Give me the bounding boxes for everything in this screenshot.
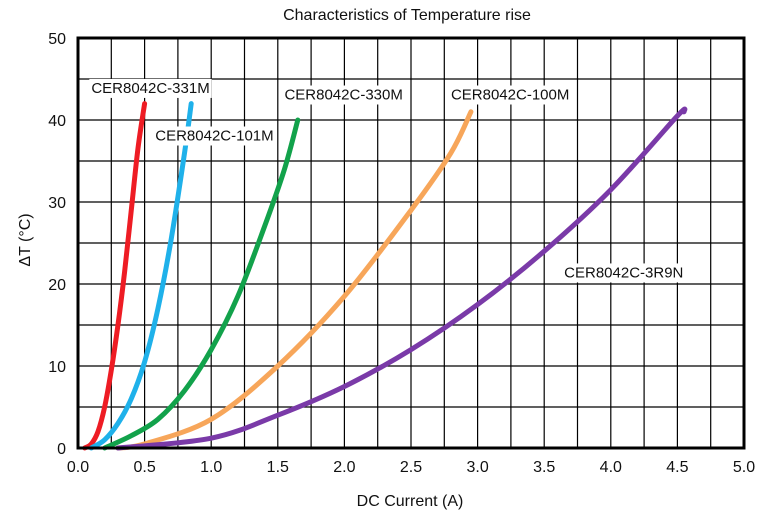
series-label-cer8042c-330m: CER8042C-330M [282, 85, 405, 105]
y-tick-label: 30 [48, 195, 66, 212]
series-line-cer8042c-100m [115, 109, 474, 451]
grid-lines [77, 37, 745, 449]
x-tick-label: 0.5 [133, 459, 155, 476]
x-tick-label: 2.5 [400, 459, 422, 476]
x-tick-label: 2.0 [333, 459, 355, 476]
series-line-cer8042c-101m [88, 101, 194, 451]
y-tick-labels: 0 10 20 30 40 50 [48, 31, 66, 458]
y-axis-label: ΔT (°C) [17, 213, 34, 266]
x-axis-label: DC Current (A) [357, 493, 464, 510]
series-label-background [562, 263, 686, 283]
chart-title: Characteristics of Temperature rise [283, 7, 531, 24]
series-line-cer8042c-331m [82, 101, 148, 451]
x-tick-labels: 0.0 0.5 1.0 1.5 2.0 2.5 3.0 3.5 4.0 4.5 5.0 [67, 459, 755, 476]
x-tick-label: 4.5 [666, 459, 688, 476]
series-curves [82, 101, 688, 451]
y-tick-label: 0 [57, 441, 66, 458]
y-tick-label: 40 [48, 113, 66, 130]
series-line-cer8042c-330m [102, 117, 301, 451]
x-tick-label: 5.0 [733, 459, 755, 476]
series-label-background [448, 85, 572, 105]
y-tick-label: 20 [48, 277, 66, 294]
x-tick-label: 4.0 [600, 459, 622, 476]
series-label-cer8042c-3r9n: CER8042C-3R9N [562, 263, 686, 283]
y-tick-label: 50 [48, 31, 66, 48]
x-tick-label: 1.5 [267, 459, 289, 476]
series-label-background [89, 78, 212, 98]
x-tick-label: 0.0 [67, 459, 89, 476]
series-label-background [282, 85, 405, 105]
y-tick-label: 10 [48, 359, 66, 376]
series-label-text: CER8042C-101M [155, 128, 273, 145]
series-line-cer8042c-3r9n [115, 106, 688, 451]
series-labels: CER8042C-331M CER8042C-101M CER8042C-330M C… [89, 78, 686, 283]
series-label-background [153, 126, 276, 146]
series-label-cer8042c-101m: CER8042C-101M [153, 126, 276, 146]
x-tick-label: 3.0 [466, 459, 488, 476]
x-tick-label: 3.5 [533, 459, 555, 476]
series-label-text: CER8042C-100M [451, 87, 569, 104]
series-label-text: CER8042C-3R9N [564, 264, 683, 281]
series-label-cer8042c-331m: CER8042C-331M [89, 78, 212, 98]
series-label-cer8042c-100m: CER8042C-100M [448, 85, 572, 105]
series-label-text: CER8042C-331M [91, 80, 209, 97]
series-label-text: CER8042C-330M [284, 87, 402, 104]
x-tick-label: 1.0 [200, 459, 222, 476]
plot-frame [76, 36, 746, 450]
